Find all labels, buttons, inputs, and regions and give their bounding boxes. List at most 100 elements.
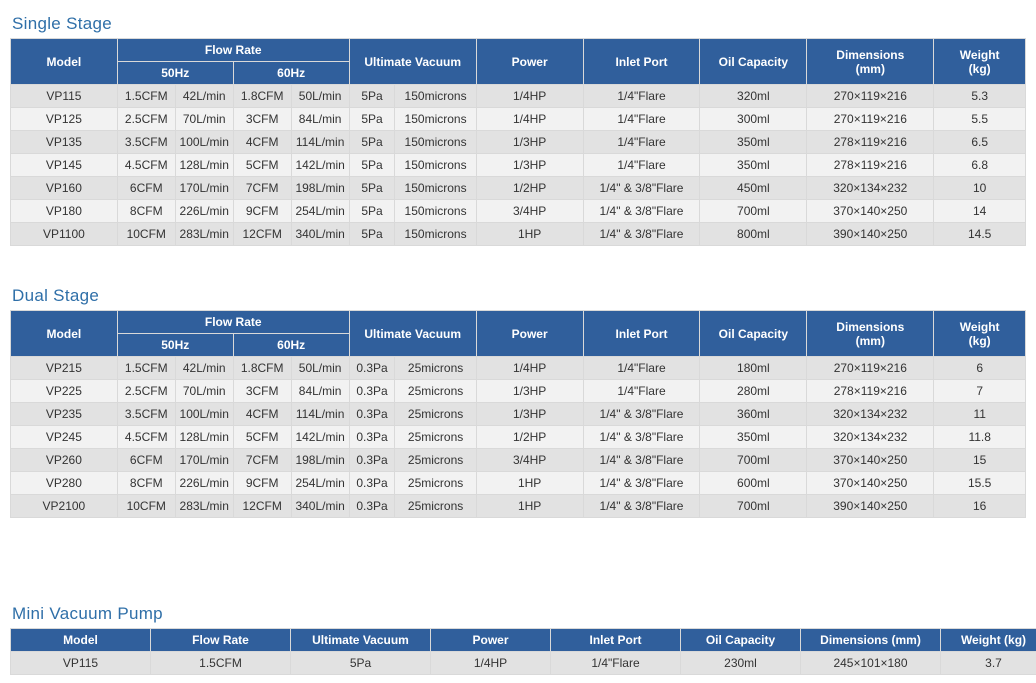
cell: 70L/min xyxy=(175,380,233,403)
cell: 25microns xyxy=(395,426,476,449)
cell: VP125 xyxy=(11,108,118,131)
cell: 180ml xyxy=(700,357,807,380)
cell: 9CFM xyxy=(233,472,291,495)
table-row: VP1353.5CFM100L/min4CFM114L/min5Pa150mic… xyxy=(11,131,1026,154)
th-flowrate: Flow Rate xyxy=(117,39,349,62)
cell: VP215 xyxy=(11,357,118,380)
tbody-dual: VP2151.5CFM42L/min1.8CFM50L/min0.3Pa25mi… xyxy=(11,357,1026,518)
cell: 15.5 xyxy=(934,472,1026,495)
cell: 6.5 xyxy=(934,131,1026,154)
cell: 370×140×250 xyxy=(807,449,934,472)
cell: 150microns xyxy=(395,223,476,246)
cell: 5CFM xyxy=(233,154,291,177)
table-row: VP1151.5CFM42L/min1.8CFM50L/min5Pa150mic… xyxy=(11,85,1026,108)
cell: 1HP xyxy=(476,223,583,246)
cell: 5Pa xyxy=(291,652,431,675)
cell: 1HP xyxy=(476,495,583,518)
cell: 198L/min xyxy=(291,449,349,472)
cell: 3CFM xyxy=(233,108,291,131)
cell: 3/4HP xyxy=(476,200,583,223)
cell: 5Pa xyxy=(349,85,395,108)
cell: 360ml xyxy=(700,403,807,426)
cell: 800ml xyxy=(700,223,807,246)
th-dims: Dimensions(mm) xyxy=(807,39,934,85)
cell: 1.5CFM xyxy=(151,652,291,675)
cell: 340L/min xyxy=(291,223,349,246)
cell: 320×134×232 xyxy=(807,177,934,200)
cell: 1/4HP xyxy=(476,357,583,380)
th-power: Power xyxy=(476,311,583,357)
cell: 320×134×232 xyxy=(807,426,934,449)
cell: 0.3Pa xyxy=(349,495,395,518)
cell: 5Pa xyxy=(349,154,395,177)
cell: 340L/min xyxy=(291,495,349,518)
cell: 25microns xyxy=(395,472,476,495)
table-row: VP1151.5CFM5Pa1/4HP1/4"Flare230ml245×101… xyxy=(11,652,1036,675)
cell: 270×119×216 xyxy=(807,357,934,380)
cell: 0.3Pa xyxy=(349,380,395,403)
cell: 150microns xyxy=(395,177,476,200)
th-model: Model xyxy=(11,629,151,652)
cell: 150microns xyxy=(395,108,476,131)
cell: 350ml xyxy=(700,131,807,154)
th-oil: Oil Capacity xyxy=(700,39,807,85)
cell: 100L/min xyxy=(175,131,233,154)
table-row: VP2353.5CFM100L/min4CFM114L/min0.3Pa25mi… xyxy=(11,403,1026,426)
cell: 226L/min xyxy=(175,472,233,495)
cell: 700ml xyxy=(700,200,807,223)
cell: 390×140×250 xyxy=(807,495,934,518)
cell: 4CFM xyxy=(233,403,291,426)
cell: 170L/min xyxy=(175,177,233,200)
cell: 226L/min xyxy=(175,200,233,223)
cell: 1/4" & 3/8"Flare xyxy=(583,223,700,246)
cell: 42L/min xyxy=(175,85,233,108)
cell: 7CFM xyxy=(233,177,291,200)
cell: 84L/min xyxy=(291,380,349,403)
cell: 128L/min xyxy=(175,426,233,449)
cell: 1/4"Flare xyxy=(583,380,700,403)
cell: 70L/min xyxy=(175,108,233,131)
cell: 280ml xyxy=(700,380,807,403)
table-row: VP2454.5CFM128L/min5CFM142L/min0.3Pa25mi… xyxy=(11,426,1026,449)
cell: 150microns xyxy=(395,154,476,177)
cell: VP115 xyxy=(11,652,151,675)
cell: 1/4"Flare xyxy=(583,85,700,108)
cell: 25microns xyxy=(395,449,476,472)
cell: 283L/min xyxy=(175,223,233,246)
cell: 6CFM xyxy=(117,177,175,200)
cell: 4.5CFM xyxy=(117,154,175,177)
cell: VP225 xyxy=(11,380,118,403)
cell: 700ml xyxy=(700,449,807,472)
cell: 270×119×216 xyxy=(807,85,934,108)
cell: 1/2HP xyxy=(476,177,583,200)
cell: 0.3Pa xyxy=(349,472,395,495)
th-model: Model xyxy=(11,311,118,357)
cell: VP1100 xyxy=(11,223,118,246)
table-dual-stage: Model Flow Rate Ultimate Vacuum Power In… xyxy=(10,310,1026,518)
cell: 114L/min xyxy=(291,403,349,426)
cell: 5Pa xyxy=(349,108,395,131)
cell: 0.3Pa xyxy=(349,403,395,426)
cell: 1.8CFM xyxy=(233,357,291,380)
section-title-mini: Mini Vacuum Pump xyxy=(12,604,1026,624)
cell: 278×119×216 xyxy=(807,154,934,177)
cell: 6CFM xyxy=(117,449,175,472)
th-inlet: Inlet Port xyxy=(551,629,681,652)
cell: 230ml xyxy=(681,652,801,675)
th-inlet: Inlet Port xyxy=(583,311,700,357)
cell: 3.7 xyxy=(941,652,1036,675)
cell: 1/4" & 3/8"Flare xyxy=(583,426,700,449)
cell: 1.5CFM xyxy=(117,357,175,380)
cell: 1.5CFM xyxy=(117,85,175,108)
cell: 14 xyxy=(934,200,1026,223)
cell: 1/4HP xyxy=(431,652,551,675)
cell: 84L/min xyxy=(291,108,349,131)
th-vacuum: Ultimate Vacuum xyxy=(291,629,431,652)
cell: 0.3Pa xyxy=(349,426,395,449)
cell: 150microns xyxy=(395,200,476,223)
cell: 4CFM xyxy=(233,131,291,154)
cell: 5CFM xyxy=(233,426,291,449)
cell: 12CFM xyxy=(233,223,291,246)
cell: 370×140×250 xyxy=(807,472,934,495)
cell: 254L/min xyxy=(291,472,349,495)
